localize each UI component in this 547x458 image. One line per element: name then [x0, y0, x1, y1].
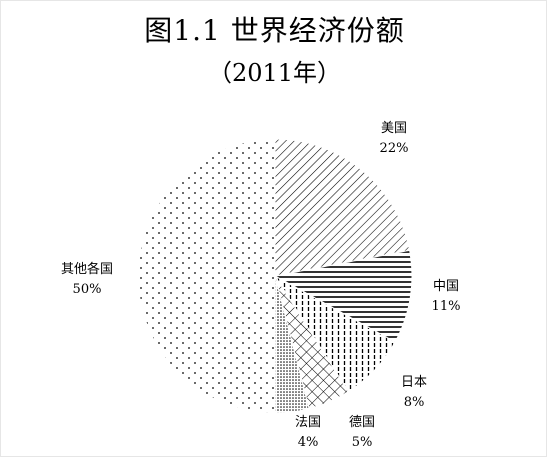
slice-percent: 50%: [72, 282, 102, 297]
slice-percent: 5%: [351, 435, 373, 450]
slice-label-germany: 德国 5%: [337, 413, 387, 453]
slice-name: 法国: [294, 415, 321, 430]
chart-title: 图1.1 世界经济份额: [144, 14, 405, 47]
slice-label-others: 其他各国 50%: [49, 260, 125, 300]
slice-percent: 8%: [403, 395, 425, 410]
pie-slice: [274, 138, 411, 277]
pie-slice: [273, 249, 413, 343]
chart-subtitle: （2011年）: [207, 59, 342, 87]
slice-name: 美国: [380, 121, 407, 136]
slice-label-japan: 日本 8%: [389, 373, 439, 413]
pie-slice: [137, 138, 276, 414]
slice-name: 德国: [348, 415, 375, 430]
slice-name: 其他各国: [60, 262, 113, 277]
slice-label-france: 法国 4%: [283, 413, 333, 453]
slice-name: 日本: [400, 375, 427, 390]
slice-label-china: 中国 11%: [421, 277, 471, 317]
slice-name: 中国: [432, 279, 459, 294]
slice-percent: 11%: [431, 299, 461, 314]
slice-percent: 22%: [379, 141, 409, 156]
slice-label-usa: 美国 22%: [369, 119, 419, 159]
slice-percent: 4%: [297, 435, 319, 450]
pie-slices: [137, 138, 413, 414]
